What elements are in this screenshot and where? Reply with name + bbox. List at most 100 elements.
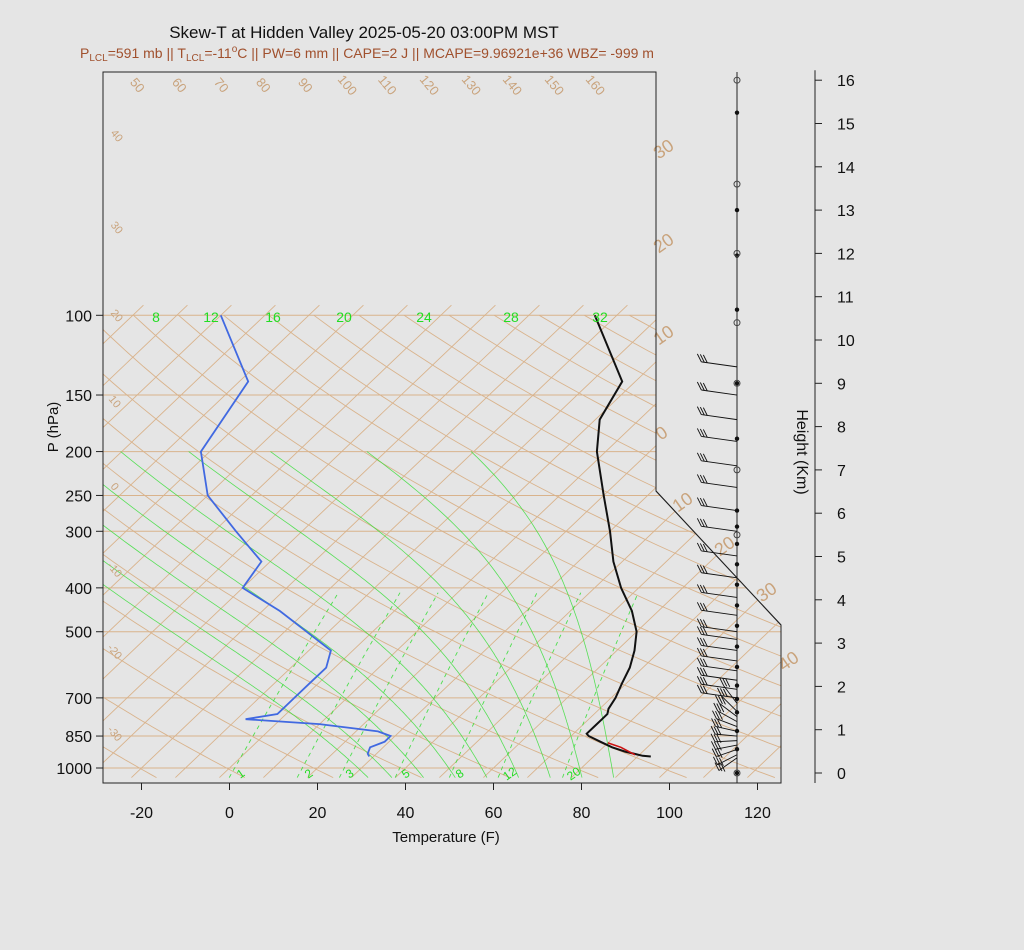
dry-adiabat (313, 314, 781, 779)
height-tick-label: 9 (837, 376, 846, 393)
moist-adiabat-label: 12 (203, 309, 219, 325)
dry-adiabat (103, 314, 781, 779)
wind-barb-flag (713, 702, 719, 712)
isotherm (967, 305, 1024, 777)
height-circle (733, 319, 741, 327)
isotherm (747, 304, 781, 778)
p-tick-label: 500 (65, 625, 92, 642)
height-dot (734, 207, 740, 213)
isotherm (703, 304, 781, 778)
wind-barb-flag (718, 695, 723, 705)
tlcl-sub: LCL (186, 53, 205, 64)
isotherm-label: 30 (108, 220, 125, 237)
wind-barb-flag (712, 756, 718, 765)
isotherm-label: 130 (459, 72, 484, 98)
dry-adiabat-label: 30 (753, 578, 781, 606)
wind-barb-flag (714, 762, 720, 771)
height-tick-label: 4 (837, 593, 846, 610)
dry-adiabat (268, 314, 781, 779)
isotherm (175, 304, 672, 778)
wind-barb-staff (715, 733, 738, 737)
wind-barb-flag (699, 354, 705, 363)
dry-adiabat-label: 20 (650, 229, 678, 257)
dry-adiabat (178, 314, 781, 779)
wind-barb-staff (701, 505, 738, 512)
isotherm (263, 304, 760, 778)
wind-barb-flag (715, 710, 720, 720)
wind-barb-staff (701, 674, 738, 681)
x-tick-label: 20 (309, 805, 327, 822)
dry-adiabat (103, 315, 422, 779)
x-tick-label: 120 (744, 805, 771, 822)
x-tick-label: -20 (130, 805, 153, 822)
height-tick-label: 1 (837, 723, 846, 740)
wind-barb-flag (699, 584, 705, 594)
isotherm (923, 305, 1024, 777)
wind-barb-flag (696, 428, 702, 437)
wind-barb-flag (702, 354, 708, 364)
wind-barb-flag (725, 678, 731, 688)
wind-barb-flag (699, 648, 705, 657)
p-tick-label: 700 (65, 691, 92, 708)
height-dot (734, 644, 740, 649)
isotherm-label: 60 (169, 75, 190, 96)
tlcl-sup: o (232, 44, 238, 55)
wind-barb-staff (701, 655, 738, 662)
wind-barb-staff (701, 481, 738, 488)
y-axis-label: P (hPa) (45, 402, 62, 453)
trace-temperature (585, 314, 651, 758)
height-tick-label: 2 (837, 679, 846, 696)
wind-barb-flag (702, 453, 708, 462)
moist-adiabat-label: 16 (265, 309, 281, 325)
x-axis: -20 0 20 40 60 80 100 120 (130, 783, 771, 822)
wind-barb-flag (702, 603, 708, 612)
height-tick-label: 13 (837, 203, 855, 220)
wind-barb-staff (715, 725, 738, 732)
wind-barb-flag (711, 748, 717, 757)
wind-barb-flag (716, 734, 722, 743)
isotherm (103, 304, 452, 778)
height-tick-label: 0 (837, 766, 846, 783)
wind-barb-flag (712, 710, 717, 719)
wind-barb-flag (702, 519, 708, 528)
isotherm (395, 304, 781, 778)
isotherm-label: 150 (542, 72, 567, 98)
trace-dewpoint (199, 314, 393, 757)
height-dot (734, 110, 740, 115)
dry-adiabat (103, 315, 334, 779)
wind-barb-flag (696, 381, 702, 391)
x-tick-label: 80 (573, 805, 591, 822)
wind-barb-flag (702, 475, 708, 484)
wind-barb-flag (696, 584, 702, 593)
wind-barb-flag (716, 703, 722, 712)
wind-barb-staff (701, 389, 738, 396)
y-axis: 100 150 200 250 300 400 500 700 850 1000 (56, 308, 103, 778)
isotherm (835, 305, 1024, 777)
mixing-ratio-label: 12 (500, 764, 519, 783)
wind-barb-staff (701, 460, 738, 467)
wind-barb-staff (701, 609, 738, 616)
wind-barb-flag (699, 626, 705, 636)
isotherm (103, 304, 408, 778)
isotherm (219, 304, 716, 778)
isotherm (879, 305, 1024, 777)
isotherm-label: 160 (583, 72, 608, 98)
wind-barb-flag (702, 382, 708, 392)
isotherm-label: -20 (105, 642, 124, 662)
x-axis-label: Temperature (F) (392, 829, 500, 846)
wind-barb-flag (696, 618, 702, 627)
wind-barb-flag (717, 749, 723, 758)
wind-barb-flag (718, 711, 723, 720)
wind-barb-flag (717, 687, 722, 697)
x-tick-label: 0 (225, 805, 234, 822)
p-tick-label: 300 (65, 524, 92, 541)
tlcl-value: =-11 (204, 45, 232, 61)
plcl-value: =591 mb || T (108, 45, 187, 61)
wind-barb-flag (720, 688, 725, 697)
height-dot (734, 381, 740, 386)
moist-adiabat-label: 20 (336, 309, 352, 325)
wind-barb-staff (701, 633, 738, 640)
isotherm (571, 304, 781, 778)
mixing-ratio-line (394, 592, 489, 778)
wind-barb-flag (699, 428, 705, 438)
